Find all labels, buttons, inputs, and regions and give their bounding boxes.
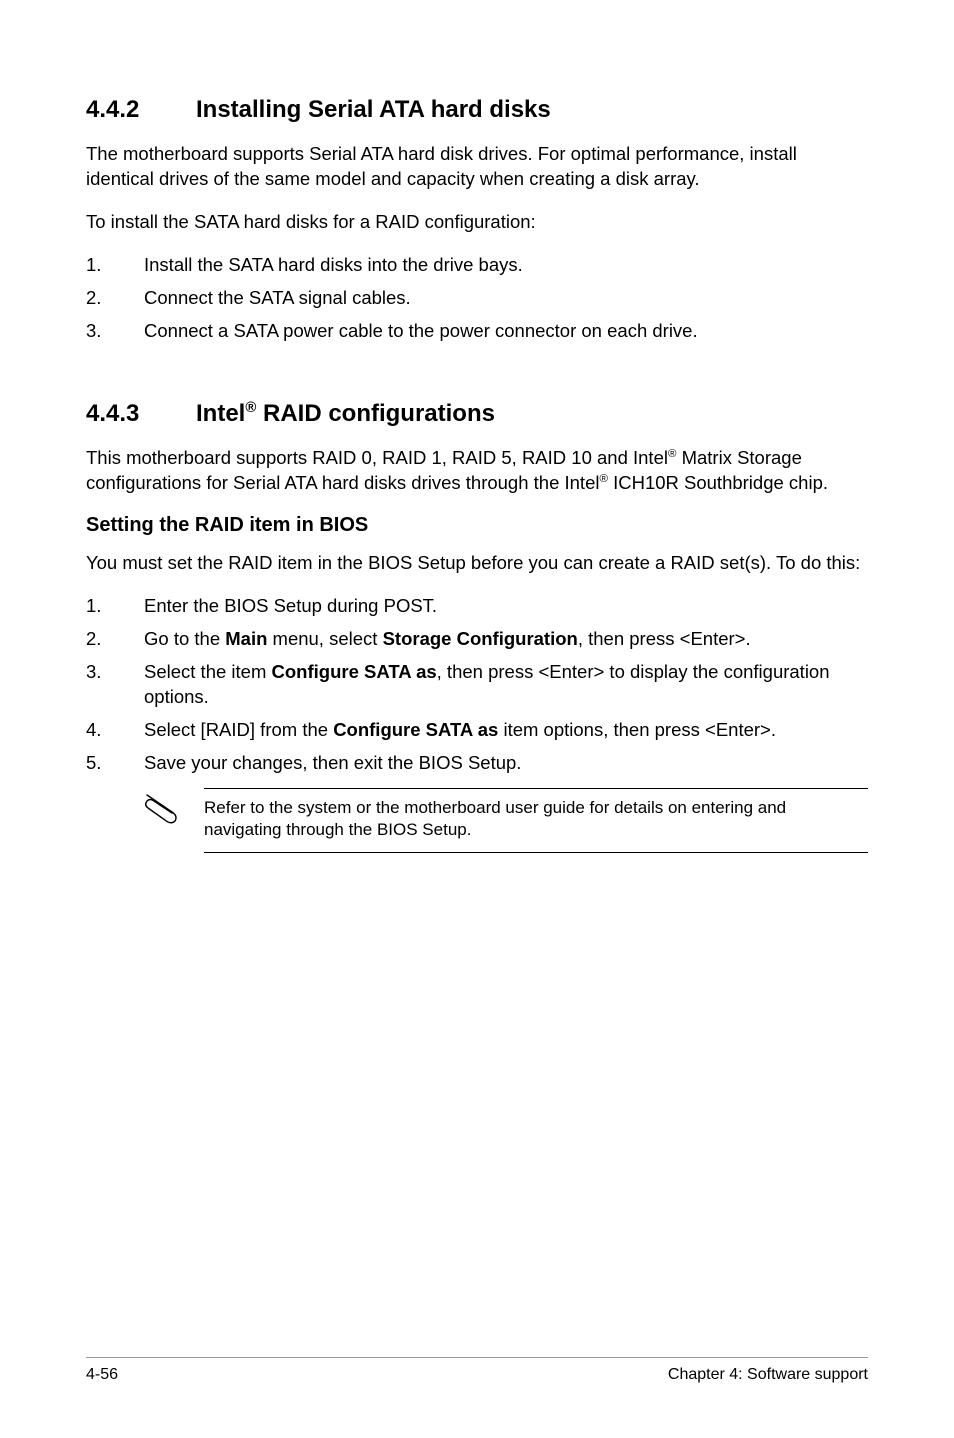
bold-term: Configure SATA as: [272, 661, 437, 682]
page-footer: 4-56 Chapter 4: Software support: [86, 1357, 868, 1384]
title-pre: Intel: [196, 400, 245, 427]
list-item: 1. Install the SATA hard disks into the …: [86, 253, 868, 278]
list-number: 1.: [86, 594, 144, 619]
list-number: 3.: [86, 319, 144, 344]
list-text: Connect a SATA power cable to the power …: [144, 319, 868, 344]
section-title: Intel® RAID configurations: [196, 400, 495, 428]
note-text: Refer to the system or the motherboard u…: [204, 797, 868, 843]
list-item: 3. Select the item Configure SATA as, th…: [86, 660, 868, 710]
frag: Select the item: [144, 661, 272, 682]
chapter-label: Chapter 4: Software support: [668, 1366, 868, 1384]
list-text: Install the SATA hard disks into the dri…: [144, 253, 868, 278]
list-item: 5. Save your changes, then exit the BIOS…: [86, 751, 868, 776]
section-heading-443: 4.4.3 Intel® RAID configurations: [86, 400, 868, 428]
frag: Go to the: [144, 628, 225, 649]
registered-sup: ®: [245, 400, 256, 416]
paragraph: This motherboard supports RAID 0, RAID 1…: [86, 446, 868, 496]
note-text-wrap: Refer to the system or the motherboard u…: [204, 788, 868, 854]
section-title: Installing Serial ATA hard disks: [196, 96, 551, 124]
list-item: 2. Go to the Main menu, select Storage C…: [86, 627, 868, 652]
list-text: Connect the SATA signal cables.: [144, 286, 868, 311]
section-number: 4.4.2: [86, 96, 196, 124]
section-heading-442: 4.4.2 Installing Serial ATA hard disks: [86, 96, 868, 124]
section-number: 4.4.3: [86, 400, 196, 428]
frag: item options, then press <Enter>.: [498, 719, 776, 740]
list-item: 2. Connect the SATA signal cables.: [86, 286, 868, 311]
paragraph: You must set the RAID item in the BIOS S…: [86, 551, 868, 576]
list-text: Save your changes, then exit the BIOS Se…: [144, 751, 868, 776]
sub-heading: Setting the RAID item in BIOS: [86, 514, 868, 537]
note-block: Refer to the system or the motherboard u…: [86, 788, 868, 854]
list-number: 4.: [86, 718, 144, 743]
list-item: 4. Select [RAID] from the Configure SATA…: [86, 718, 868, 743]
list-item: 3. Connect a SATA power cable to the pow…: [86, 319, 868, 344]
list-item: 1. Enter the BIOS Setup during POST.: [86, 594, 868, 619]
list-number: 2.: [86, 286, 144, 311]
para-frag: This motherboard supports RAID 0, RAID 1…: [86, 447, 668, 468]
bold-term: Configure SATA as: [333, 719, 498, 740]
frag: Select [RAID] from the: [144, 719, 333, 740]
title-post: RAID configurations: [256, 400, 495, 427]
frag: menu, select: [267, 628, 382, 649]
frag: , then press <Enter>.: [578, 628, 751, 649]
registered-sup: ®: [599, 473, 607, 485]
bold-term: Main: [225, 628, 267, 649]
para-frag: ICH10R Southbridge chip.: [608, 472, 828, 493]
list-text: Select the item Configure SATA as, then …: [144, 660, 868, 710]
list-number: 2.: [86, 627, 144, 652]
list-text: Go to the Main menu, select Storage Conf…: [144, 627, 868, 652]
paragraph: To install the SATA hard disks for a RAI…: [86, 210, 868, 235]
list-number: 1.: [86, 253, 144, 278]
list-number: 3.: [86, 660, 144, 710]
list-text: Select [RAID] from the Configure SATA as…: [144, 718, 868, 743]
paperclip-icon: [142, 788, 194, 831]
bold-term: Storage Configuration: [383, 628, 578, 649]
page-number: 4-56: [86, 1366, 118, 1384]
list-text: Enter the BIOS Setup during POST.: [144, 594, 868, 619]
list-number: 5.: [86, 751, 144, 776]
paragraph: The motherboard supports Serial ATA hard…: [86, 142, 868, 192]
